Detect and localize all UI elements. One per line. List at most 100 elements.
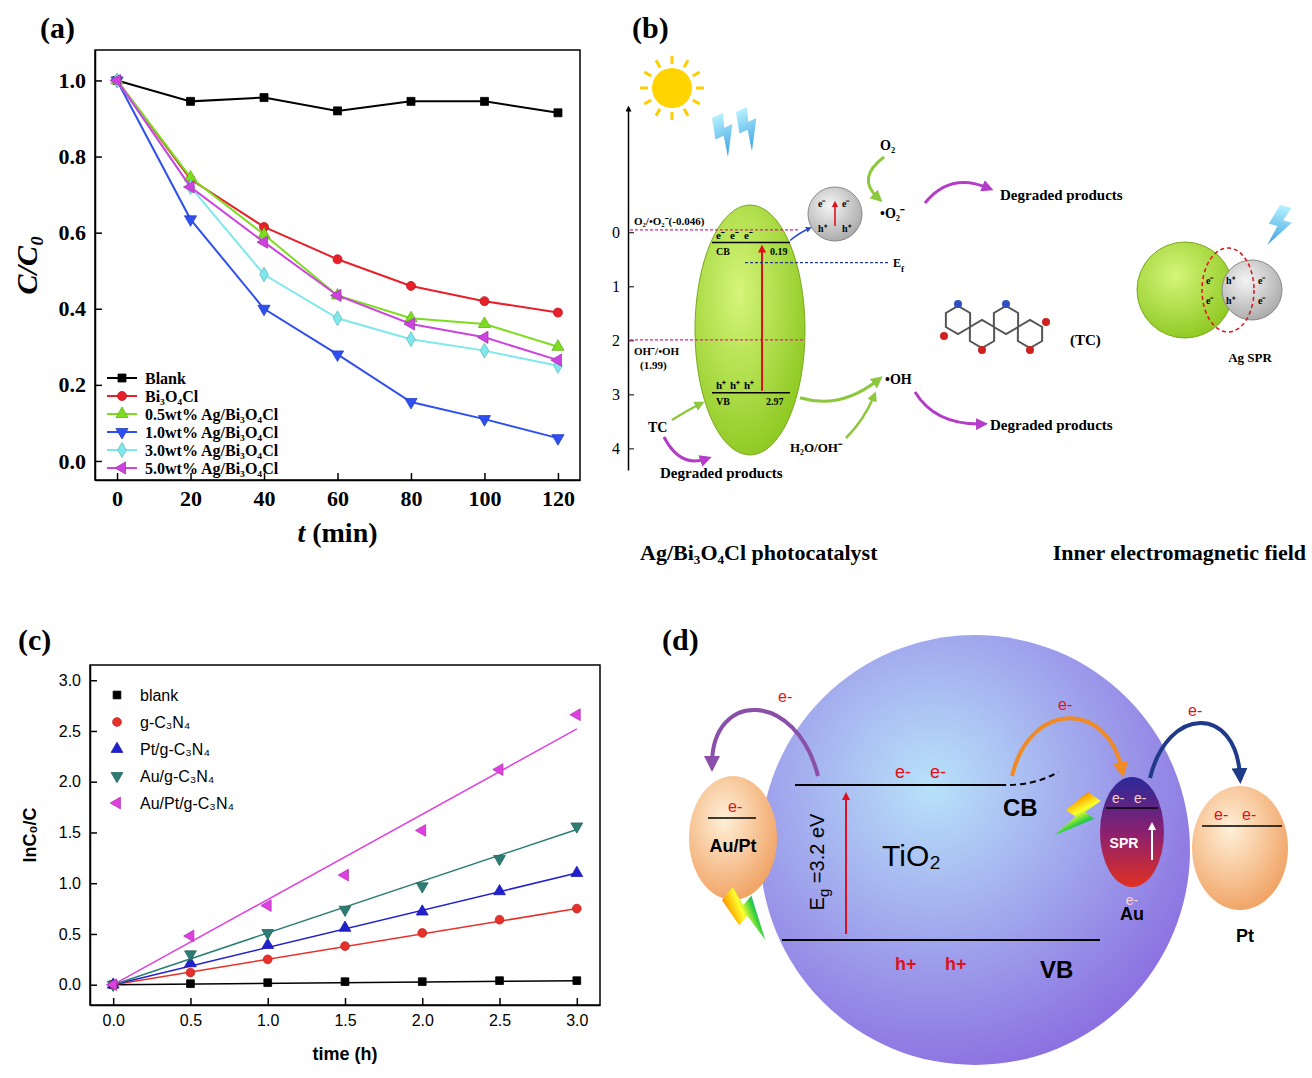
- data-point: [551, 354, 562, 366]
- ring: [994, 306, 1018, 334]
- legend-marker: [111, 742, 123, 752]
- legend-label: Au/g-C₃N₄: [140, 768, 214, 785]
- data-point: [186, 968, 195, 977]
- hole: h+: [945, 954, 967, 974]
- electron: e-: [728, 798, 742, 815]
- data-point: [495, 915, 504, 924]
- legend-marker: [118, 374, 126, 382]
- legend-item: Au/Pt/g-C₃N₄: [110, 795, 234, 812]
- tick-mark: [95, 232, 102, 234]
- sun-ray: [693, 72, 700, 76]
- plot-area: [110, 73, 564, 445]
- sun-ray: [671, 56, 674, 64]
- tick: 1.0: [59, 68, 103, 93]
- excitation-arrow: [761, 249, 763, 391]
- metal-label: Au: [1120, 904, 1144, 924]
- tick-label: 120: [542, 486, 575, 511]
- series-line: [117, 80, 558, 312]
- legend-marker: [113, 691, 121, 699]
- data-point: [478, 416, 490, 427]
- electron: e-: [895, 762, 911, 782]
- tc-molecule: [940, 300, 1050, 354]
- legend-marker: [118, 443, 127, 458]
- tick-mark: [90, 731, 97, 733]
- caption: Ag/Bi₃O₄Cl photocatalyst: [640, 540, 878, 565]
- metal-label: Au/Pt: [710, 836, 757, 856]
- tick-mark: [422, 998, 424, 1005]
- metal-particle: [1192, 786, 1288, 910]
- light-bolt: [717, 883, 782, 944]
- arrow: [712, 710, 818, 776]
- tick-label: 3.0: [566, 1012, 588, 1029]
- electron: e⁻: [730, 229, 739, 241]
- species: TC: [648, 420, 667, 435]
- tick-label: 1.0: [257, 1012, 279, 1029]
- electron: e-: [1134, 790, 1147, 806]
- band-edge: [712, 242, 790, 244]
- data-point: [478, 317, 490, 328]
- series-line: [117, 80, 558, 365]
- hole: h⁺: [842, 223, 852, 234]
- excitation-arrow: [845, 796, 847, 934]
- tick-label: 1.0: [59, 875, 81, 892]
- arrow: [868, 157, 884, 198]
- legend-marker: [111, 773, 123, 783]
- tick-label: 2.0: [412, 1012, 434, 1029]
- tick: 3.0: [566, 998, 588, 1029]
- tick: 0: [612, 224, 634, 241]
- metal-label: Pt: [1236, 926, 1254, 946]
- legend-item: 3.0wt% Ag/Bi₃O₄Cl: [107, 442, 279, 460]
- tick: 1.0: [257, 998, 279, 1029]
- ring: [946, 306, 970, 334]
- band-edge: [795, 784, 1000, 786]
- fermi-label: Ef: [893, 256, 905, 274]
- data-point: [110, 74, 121, 86]
- legend-marker: [117, 391, 126, 400]
- data-point: [494, 885, 506, 895]
- semiconductor: [695, 205, 805, 455]
- data-point: [415, 825, 425, 837]
- spr-label: SPR: [1110, 835, 1139, 851]
- legend-label: blank: [140, 687, 179, 704]
- electron: e-: [1242, 806, 1256, 823]
- data-point: [552, 340, 564, 351]
- level-label: OH⁻/•OH: [634, 345, 680, 357]
- legend-item: 5.0wt% Ag/Bi₃O₄Cl: [107, 460, 279, 478]
- data-point: [416, 883, 428, 893]
- tick: 0.5: [180, 998, 202, 1029]
- data-point: [404, 318, 415, 330]
- tick-mark: [499, 998, 501, 1005]
- axis: 0.00.20.40.60.81.0: [59, 51, 103, 481]
- tick-label: 0.5: [180, 1012, 202, 1029]
- arrow: [672, 404, 700, 420]
- tick-mark: [90, 680, 97, 682]
- chart-panel: 0204060801001200.00.20.40.60.81.0BlankBi…: [10, 11, 581, 548]
- hole: h+: [895, 954, 917, 974]
- band-value: 2.97: [766, 396, 784, 407]
- tick-label: 40: [254, 486, 276, 511]
- tick: 40: [254, 473, 276, 511]
- tick-mark: [628, 394, 634, 395]
- atom: [1042, 318, 1050, 326]
- electron: e⁻: [1258, 295, 1266, 306]
- plot-frame: [90, 665, 600, 1005]
- electron: e⁻: [716, 229, 725, 241]
- electron: e⁻: [818, 198, 826, 209]
- tick: 1.0: [59, 875, 97, 892]
- data-point: [339, 921, 351, 931]
- electron: e⁻: [1206, 295, 1214, 306]
- inset-label: Ag SPR: [1228, 350, 1272, 365]
- data-point: [552, 435, 564, 446]
- tick: 0.5: [59, 926, 97, 943]
- legend-item: g-C₃N₄: [113, 714, 191, 731]
- tick: 1: [612, 278, 634, 295]
- tick-mark: [90, 934, 97, 936]
- axis-title: C/C₀: [10, 236, 43, 295]
- tick-mark: [95, 309, 102, 311]
- data-point: [406, 281, 415, 290]
- tick-mark: [90, 883, 97, 885]
- hole: h⁺: [818, 223, 828, 234]
- tick-label: 0.0: [59, 449, 87, 474]
- axis-title: t (min): [297, 517, 377, 548]
- tick-mark: [95, 461, 102, 463]
